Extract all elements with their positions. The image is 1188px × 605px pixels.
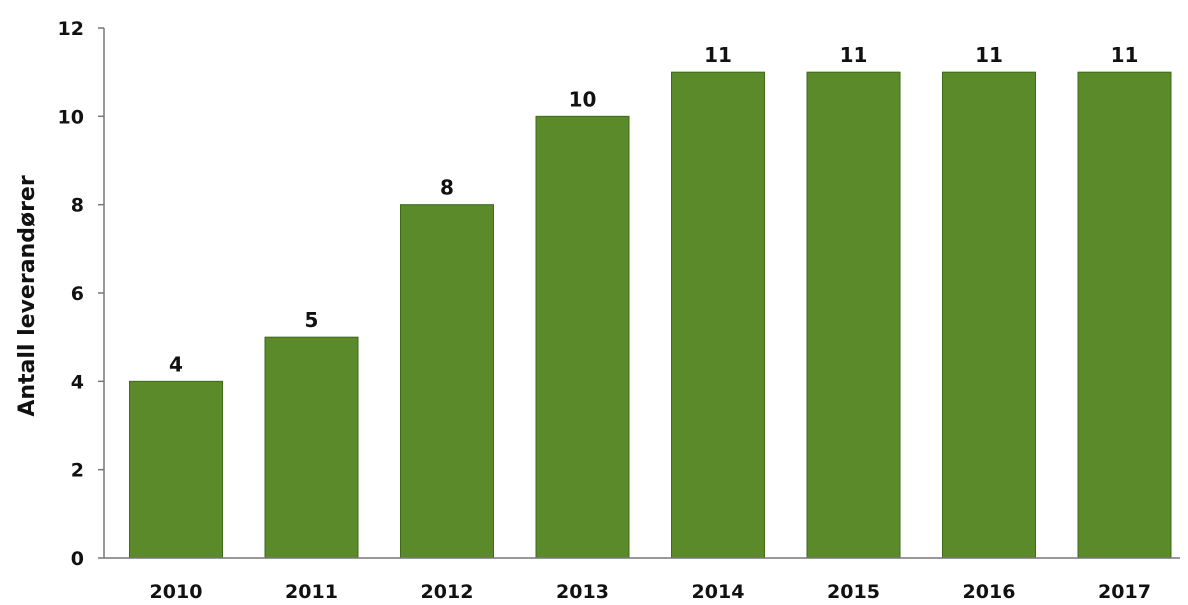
- data-label: 8: [440, 176, 454, 200]
- data-label: 5: [305, 308, 319, 332]
- x-tick-label: 2013: [556, 581, 609, 603]
- data-label: 11: [1111, 43, 1139, 67]
- x-tick-label: 2012: [421, 581, 474, 603]
- data-label: 11: [704, 43, 732, 67]
- data-label: 11: [840, 43, 868, 67]
- bar: [1077, 71, 1172, 559]
- bar: [264, 336, 359, 559]
- y-tick-label: 8: [71, 195, 84, 217]
- data-label: 10: [569, 87, 597, 111]
- bar: [129, 380, 223, 559]
- x-tick-label: 2017: [1098, 581, 1151, 603]
- plot-area: 0 2 4 6 8 10 12 4 2010 5 2011 8 2012 10 2013 11 2014 11 20…: [58, 18, 1180, 603]
- y-tick-label: 10: [58, 106, 84, 128]
- x-tick-label: 2011: [285, 581, 338, 603]
- bar: [400, 204, 494, 559]
- x-tick-label: 2016: [963, 581, 1016, 603]
- bar: [942, 71, 1036, 559]
- bar: [671, 71, 765, 559]
- y-tick-label: 6: [71, 283, 84, 305]
- data-label: 11: [975, 43, 1003, 67]
- y-tick-label: 0: [71, 548, 84, 570]
- x-tick-label: 2014: [692, 581, 745, 603]
- bar: [535, 115, 630, 559]
- x-tick-label: 2010: [150, 581, 203, 603]
- y-tick-label: 12: [58, 18, 84, 40]
- bar: [806, 71, 901, 559]
- y-axis-title: Antall leverandører: [15, 175, 40, 417]
- x-tick-label: 2015: [827, 581, 880, 603]
- data-label: 4: [169, 352, 183, 376]
- y-tick-label: 4: [71, 371, 84, 393]
- y-tick-label: 2: [71, 460, 84, 482]
